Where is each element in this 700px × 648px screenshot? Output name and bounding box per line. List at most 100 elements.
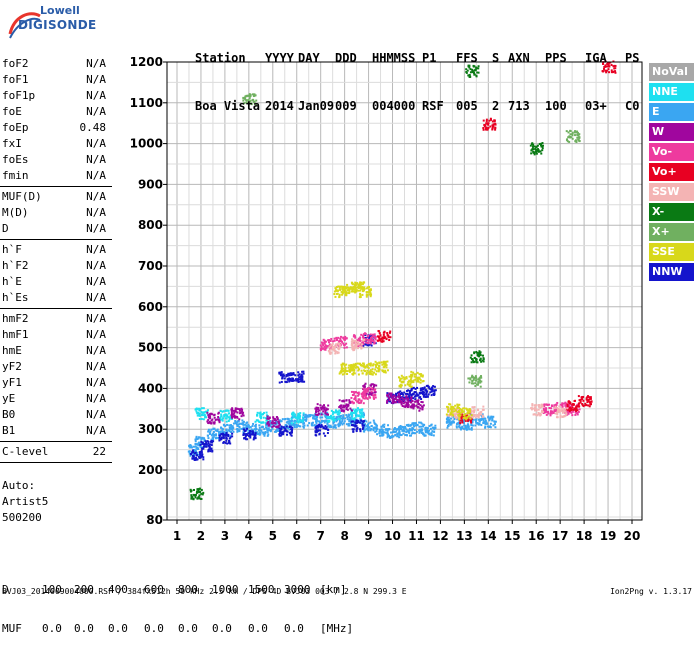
echo-point	[276, 418, 279, 421]
echo-point	[238, 425, 241, 428]
echo-point	[354, 418, 357, 421]
echo-point	[205, 441, 208, 444]
echo-point	[370, 373, 373, 376]
echo-point	[416, 371, 419, 374]
echo-point	[264, 422, 267, 425]
echo-point	[410, 380, 413, 383]
echo-point	[420, 388, 423, 391]
x-tick-label: 18	[576, 529, 593, 543]
echo-point	[468, 408, 471, 411]
echo-point	[405, 377, 408, 380]
echo-point	[535, 408, 538, 411]
echo-point	[368, 371, 371, 374]
param-value: N/A	[86, 291, 106, 304]
legend-item-nne: NNE	[649, 83, 694, 101]
header-values-row: Boa Vista 2014 Jan09 009 004000 RSF 005 2 713 100…	[195, 98, 665, 114]
echo-point	[577, 134, 580, 137]
echo-point	[345, 408, 348, 411]
echo-point	[195, 446, 198, 449]
echo-point	[351, 428, 354, 431]
echo-point	[369, 370, 372, 373]
echo-point	[240, 422, 243, 425]
row2-11: C0	[625, 99, 640, 113]
echo-point	[472, 359, 475, 362]
echo-point	[466, 412, 469, 415]
echo-point	[488, 425, 491, 428]
echo-point	[383, 423, 386, 426]
echo-point	[375, 427, 378, 430]
echo-point	[342, 399, 345, 402]
echo-point	[227, 441, 230, 444]
echo-point	[477, 414, 480, 417]
echo-point	[458, 414, 461, 417]
echo-point	[612, 65, 615, 68]
echo-point	[341, 285, 344, 288]
echo-point	[356, 282, 359, 285]
echo-point	[354, 391, 357, 394]
echo-point	[198, 497, 201, 500]
legend-item-vo: Vo+	[649, 163, 694, 181]
echo-point	[399, 377, 402, 380]
echo-point	[494, 420, 497, 423]
echo-point	[373, 383, 376, 386]
echo-point	[381, 339, 384, 342]
x-tick-label: 15	[504, 529, 521, 543]
echo-point	[193, 494, 196, 497]
echo-point	[561, 410, 564, 413]
echo-point	[199, 490, 202, 493]
echo-point	[318, 409, 321, 412]
echo-point	[416, 386, 419, 389]
distance-value: 200	[74, 583, 94, 596]
echo-point	[353, 365, 356, 368]
echo-point	[290, 431, 293, 434]
echo-point	[397, 394, 400, 397]
echo-point	[339, 338, 342, 341]
echo-point	[258, 421, 261, 424]
echo-point	[189, 454, 192, 457]
echo-point	[379, 334, 382, 337]
echo-point	[317, 410, 320, 413]
echo-point	[566, 407, 569, 410]
echo-point	[492, 123, 495, 126]
echo-point	[544, 408, 547, 411]
echo-point	[420, 422, 423, 425]
echo-point	[357, 391, 360, 394]
echo-point	[482, 360, 485, 363]
echo-point	[330, 345, 333, 348]
echo-point	[355, 289, 358, 292]
auto-label: Auto:	[2, 479, 36, 492]
echo-point	[489, 125, 492, 128]
echo-point	[289, 379, 292, 382]
echo-point	[389, 336, 392, 339]
echo-point	[531, 142, 534, 145]
echo-point	[211, 413, 214, 416]
echo-point	[324, 413, 327, 416]
echo-point	[317, 412, 320, 415]
echo-point	[246, 438, 249, 441]
echo-point	[210, 444, 213, 447]
echo-point	[412, 379, 415, 382]
echo-point	[475, 383, 478, 386]
echo-point	[568, 409, 571, 412]
echo-point	[464, 426, 467, 429]
echo-point	[287, 427, 290, 430]
echo-point	[449, 421, 452, 424]
echo-point	[324, 415, 327, 418]
echo-point	[422, 391, 425, 394]
echo-point	[364, 337, 367, 340]
echo-point	[358, 410, 361, 413]
echo-point	[290, 422, 293, 425]
echo-point	[474, 385, 477, 388]
distance-value: 600	[144, 583, 164, 596]
echo-point	[361, 283, 364, 286]
param-value: N/A	[86, 275, 106, 288]
row2-7: 2	[492, 99, 500, 113]
echo-point	[476, 361, 479, 364]
echo-point	[536, 149, 539, 152]
echo-point	[381, 429, 384, 432]
echo-point	[484, 127, 487, 130]
echo-point	[473, 73, 476, 76]
echo-point	[285, 429, 288, 432]
echo-point	[193, 454, 196, 457]
echo-point	[340, 365, 343, 368]
